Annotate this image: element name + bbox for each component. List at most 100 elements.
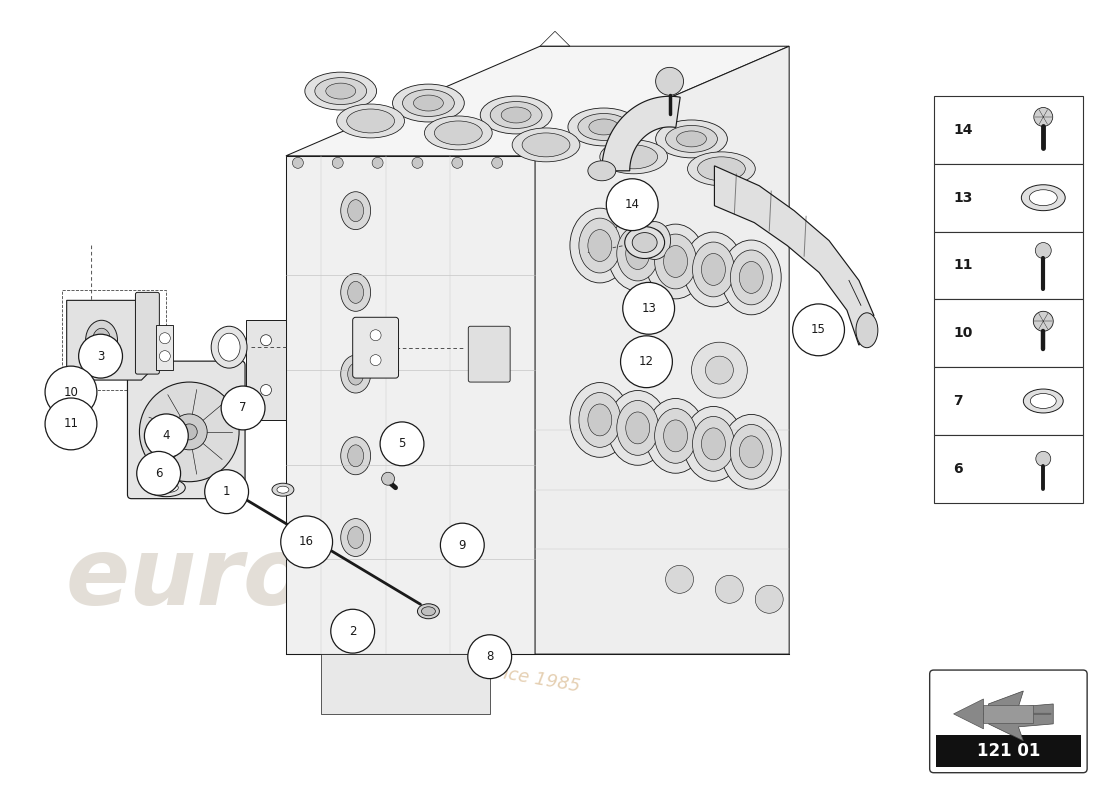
Circle shape [136, 451, 180, 495]
Text: 7: 7 [954, 394, 964, 408]
Ellipse shape [856, 313, 878, 348]
Ellipse shape [341, 192, 371, 230]
Text: 2: 2 [349, 625, 356, 638]
Ellipse shape [337, 104, 405, 138]
Polygon shape [286, 156, 535, 654]
Circle shape [715, 575, 744, 603]
Ellipse shape [346, 109, 395, 133]
Ellipse shape [570, 208, 629, 283]
Polygon shape [156, 326, 174, 370]
Text: europes: europes [66, 534, 496, 626]
Text: 10: 10 [954, 326, 974, 340]
FancyBboxPatch shape [353, 318, 398, 378]
Ellipse shape [663, 246, 688, 278]
Ellipse shape [579, 393, 620, 447]
Circle shape [1036, 451, 1050, 466]
Ellipse shape [570, 382, 629, 458]
Ellipse shape [683, 232, 744, 307]
Ellipse shape [626, 238, 650, 270]
Polygon shape [602, 96, 680, 170]
Circle shape [205, 470, 249, 514]
Bar [934, 231, 1084, 299]
Text: 15: 15 [811, 323, 826, 336]
Ellipse shape [639, 222, 671, 259]
Circle shape [440, 523, 484, 567]
Ellipse shape [608, 390, 668, 466]
Ellipse shape [617, 401, 659, 455]
Text: 12: 12 [639, 355, 654, 368]
Ellipse shape [403, 90, 454, 117]
Circle shape [756, 586, 783, 614]
Text: 10: 10 [64, 386, 78, 398]
Circle shape [412, 158, 422, 168]
Polygon shape [67, 300, 156, 380]
Ellipse shape [676, 131, 706, 147]
Ellipse shape [693, 417, 735, 471]
Ellipse shape [348, 282, 364, 303]
Circle shape [293, 158, 304, 168]
Circle shape [160, 333, 170, 344]
Circle shape [370, 354, 381, 366]
Ellipse shape [341, 518, 371, 557]
Ellipse shape [688, 152, 756, 186]
Circle shape [372, 158, 383, 168]
Text: 7: 7 [240, 402, 246, 414]
Polygon shape [535, 46, 789, 654]
Circle shape [468, 634, 512, 678]
Ellipse shape [147, 478, 185, 497]
Ellipse shape [587, 230, 612, 262]
Circle shape [45, 366, 97, 418]
Text: 4: 4 [163, 430, 170, 442]
FancyBboxPatch shape [135, 292, 160, 374]
Bar [934, 367, 1084, 435]
Ellipse shape [730, 250, 772, 305]
Text: 11: 11 [954, 258, 974, 273]
Ellipse shape [608, 216, 668, 291]
Ellipse shape [646, 398, 705, 474]
Ellipse shape [211, 326, 248, 368]
Circle shape [221, 386, 265, 430]
Ellipse shape [425, 116, 492, 150]
Ellipse shape [315, 78, 366, 105]
Circle shape [332, 158, 343, 168]
Ellipse shape [326, 83, 355, 99]
Ellipse shape [578, 114, 629, 141]
FancyBboxPatch shape [128, 361, 245, 498]
Ellipse shape [421, 606, 436, 616]
Ellipse shape [702, 254, 725, 286]
Text: 13: 13 [641, 302, 656, 315]
Text: 6: 6 [954, 462, 964, 476]
Text: 14: 14 [625, 198, 640, 211]
Polygon shape [246, 320, 286, 420]
Ellipse shape [1030, 190, 1057, 206]
Polygon shape [714, 166, 873, 345]
Text: 121 01: 121 01 [977, 742, 1041, 760]
Ellipse shape [348, 445, 364, 466]
Circle shape [78, 334, 122, 378]
Ellipse shape [1031, 394, 1056, 409]
Circle shape [1033, 311, 1053, 331]
Ellipse shape [277, 486, 289, 493]
Circle shape [793, 304, 845, 356]
Ellipse shape [579, 218, 620, 273]
Ellipse shape [272, 483, 294, 496]
Ellipse shape [600, 140, 668, 174]
Text: 14: 14 [954, 123, 974, 137]
Bar [983, 705, 1033, 723]
Ellipse shape [654, 234, 696, 289]
Circle shape [666, 566, 693, 594]
Text: 3: 3 [97, 350, 104, 362]
Circle shape [1035, 242, 1052, 258]
Ellipse shape [522, 133, 570, 157]
Ellipse shape [341, 274, 371, 311]
Circle shape [705, 356, 734, 384]
Text: 11: 11 [64, 418, 78, 430]
Ellipse shape [434, 121, 482, 145]
Ellipse shape [697, 157, 746, 181]
Ellipse shape [86, 320, 118, 360]
Circle shape [452, 158, 463, 168]
Ellipse shape [341, 355, 371, 393]
Circle shape [382, 472, 395, 486]
Circle shape [620, 336, 672, 388]
Circle shape [606, 178, 658, 230]
